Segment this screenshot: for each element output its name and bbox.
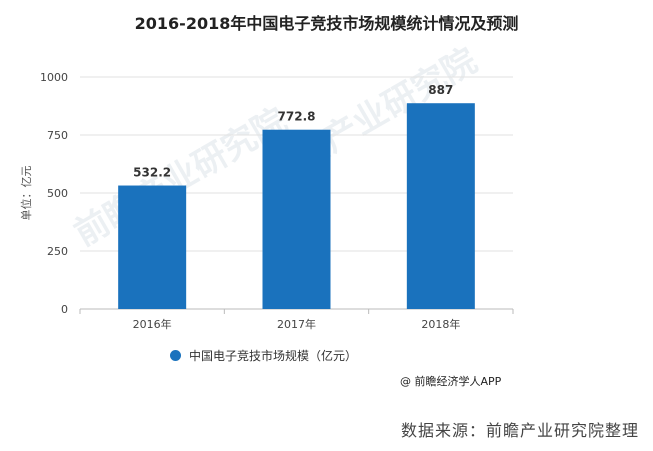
bar bbox=[406, 103, 475, 309]
data-label: 532.2 bbox=[133, 166, 171, 180]
bar bbox=[118, 185, 187, 309]
x-tick-label: 2018年 bbox=[421, 317, 460, 331]
y-tick-label: 0 bbox=[61, 303, 68, 316]
bar bbox=[262, 129, 331, 309]
source-text: 数据来源：前瞻产业研究院整理 bbox=[400, 421, 639, 440]
data-label: 772.8 bbox=[278, 110, 316, 124]
y-tick-label: 750 bbox=[47, 129, 68, 142]
y-tick-label: 1000 bbox=[40, 71, 68, 84]
legend-marker bbox=[170, 350, 181, 361]
credit-text: @ 前瞻经济学人APP bbox=[400, 375, 502, 388]
chart-title: 2016-2018年中国电子竞技市场规模统计情况及预测 bbox=[134, 14, 519, 33]
y-tick-label: 250 bbox=[47, 245, 68, 258]
legend-label: 中国电子竞技市场规模（亿元） bbox=[189, 349, 358, 363]
y-tick-label: 500 bbox=[47, 187, 68, 200]
legend: 中国电子竞技市场规模（亿元） bbox=[170, 347, 357, 364]
x-tick-label: 2017年 bbox=[277, 317, 316, 331]
data-label: 887 bbox=[428, 83, 453, 97]
x-tick-label: 2016年 bbox=[133, 317, 172, 331]
y-axis-label: 单位：亿元 bbox=[19, 166, 33, 221]
